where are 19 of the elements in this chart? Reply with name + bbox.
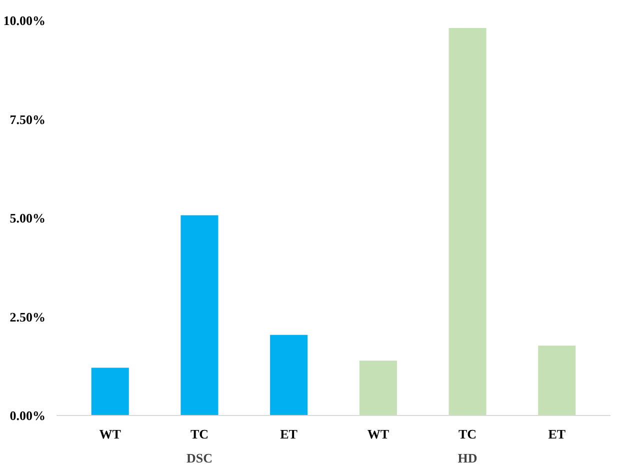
text: HD xyxy=(458,450,478,466)
x-tick-label: ET xyxy=(280,426,298,442)
x-tick-label: TC xyxy=(190,426,208,442)
y-tick-label: 7.50% xyxy=(10,112,46,127)
y-tick-label: 5.00% xyxy=(10,210,46,226)
bar xyxy=(91,368,129,416)
y-tick-label: 2.50% xyxy=(10,309,46,324)
text: DSC xyxy=(186,450,212,466)
y-tick-label: 10.00% xyxy=(3,13,46,28)
x-tick-label: TC xyxy=(458,426,477,442)
x-tick-label: WT xyxy=(99,426,122,442)
x-tick-label: ET xyxy=(548,426,566,442)
bar xyxy=(180,215,218,416)
bar xyxy=(538,346,576,416)
bar xyxy=(448,28,486,416)
x-tick-label: WT xyxy=(367,426,390,442)
bar xyxy=(359,360,397,416)
bar xyxy=(270,334,308,416)
y-tick-label: 0.00% xyxy=(10,408,46,423)
